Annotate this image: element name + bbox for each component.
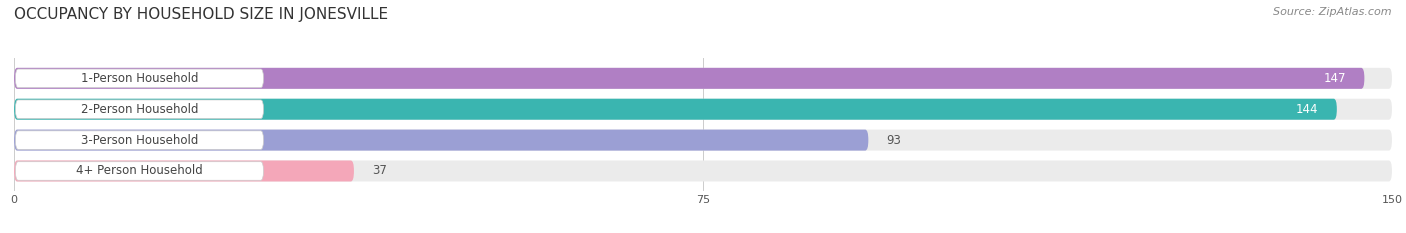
Text: 93: 93: [887, 134, 901, 147]
FancyBboxPatch shape: [14, 161, 1392, 182]
FancyBboxPatch shape: [14, 68, 1392, 89]
FancyBboxPatch shape: [15, 100, 263, 118]
FancyBboxPatch shape: [15, 69, 263, 88]
FancyBboxPatch shape: [14, 99, 1337, 120]
Text: 2-Person Household: 2-Person Household: [80, 103, 198, 116]
Text: 1-Person Household: 1-Person Household: [80, 72, 198, 85]
Text: 37: 37: [373, 164, 387, 178]
Text: OCCUPANCY BY HOUSEHOLD SIZE IN JONESVILLE: OCCUPANCY BY HOUSEHOLD SIZE IN JONESVILL…: [14, 7, 388, 22]
FancyBboxPatch shape: [14, 99, 1392, 120]
Text: 3-Person Household: 3-Person Household: [80, 134, 198, 147]
Text: Source: ZipAtlas.com: Source: ZipAtlas.com: [1274, 7, 1392, 17]
FancyBboxPatch shape: [14, 161, 354, 182]
FancyBboxPatch shape: [14, 130, 869, 151]
Text: 147: 147: [1323, 72, 1346, 85]
FancyBboxPatch shape: [14, 130, 1392, 151]
FancyBboxPatch shape: [15, 131, 263, 149]
Text: 4+ Person Household: 4+ Person Household: [76, 164, 202, 178]
FancyBboxPatch shape: [14, 68, 1364, 89]
FancyBboxPatch shape: [15, 162, 263, 180]
Text: 144: 144: [1296, 103, 1319, 116]
